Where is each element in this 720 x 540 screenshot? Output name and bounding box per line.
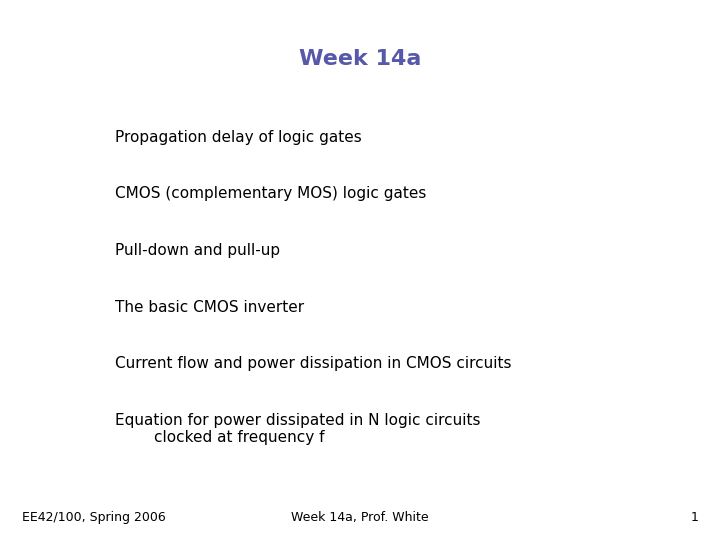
Text: The basic CMOS inverter: The basic CMOS inverter [115,300,305,315]
Text: Pull-down and pull-up: Pull-down and pull-up [115,243,280,258]
Text: EE42/100, Spring 2006: EE42/100, Spring 2006 [22,511,166,524]
Text: Current flow and power dissipation in CMOS circuits: Current flow and power dissipation in CM… [115,356,512,372]
Text: Equation for power dissipated in N logic circuits
        clocked at frequency f: Equation for power dissipated in N logic… [115,413,481,446]
Text: Week 14a, Prof. White: Week 14a, Prof. White [291,511,429,524]
Text: 1: 1 [690,511,698,524]
Text: Week 14a: Week 14a [299,49,421,69]
Text: Propagation delay of logic gates: Propagation delay of logic gates [115,130,362,145]
Text: CMOS (complementary MOS) logic gates: CMOS (complementary MOS) logic gates [115,186,426,201]
